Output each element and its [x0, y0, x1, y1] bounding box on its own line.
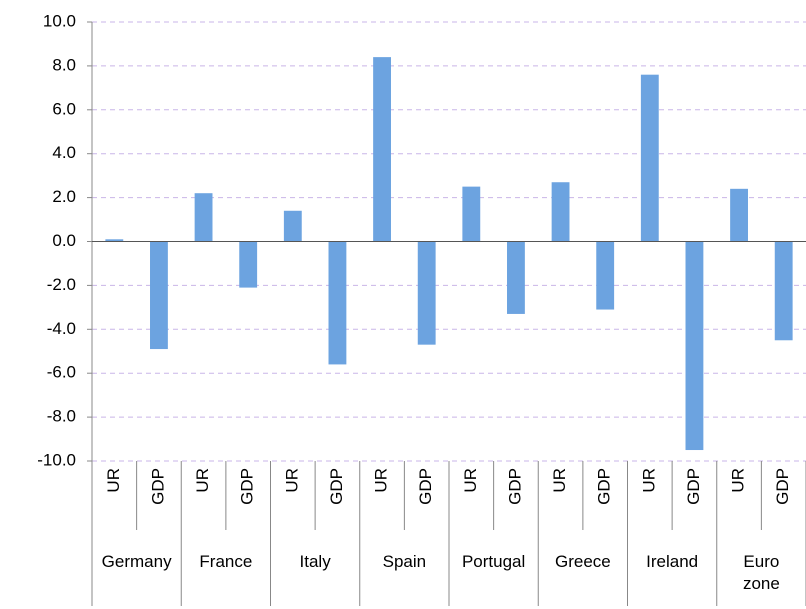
x-tick-label: GDP — [238, 468, 257, 505]
x-tick-label: UR — [282, 468, 301, 493]
x-tick-label: GDP — [773, 468, 792, 505]
x-tick-label: UR — [461, 468, 480, 493]
x-tick-label: GDP — [148, 468, 167, 505]
bar — [730, 188, 748, 242]
bar — [283, 210, 302, 242]
bar — [239, 241, 258, 288]
y-tick-label: 2.0 — [52, 187, 76, 206]
bar — [417, 241, 436, 345]
bar — [551, 182, 570, 242]
y-tick-label: 6.0 — [52, 99, 76, 118]
y-tick-label: 10.0 — [43, 11, 76, 30]
y-tick-label: 0.0 — [52, 231, 76, 250]
x-tick-label: UR — [729, 468, 748, 493]
y-tick-label: 4.0 — [52, 143, 76, 162]
group-label: Spain — [382, 552, 427, 571]
x-tick-label: UR — [639, 468, 658, 493]
x-tick-label: UR — [104, 468, 123, 493]
bar — [328, 241, 347, 365]
group-label: Portugal — [461, 552, 526, 571]
y-tick-label: 8.0 — [52, 55, 76, 74]
x-tick-label: UR — [372, 468, 391, 493]
x-tick-label: GDP — [327, 468, 346, 505]
bar — [150, 241, 168, 350]
bar — [105, 239, 124, 242]
bar — [685, 241, 704, 451]
bar — [596, 241, 615, 310]
x-tick-label: UR — [193, 468, 212, 493]
group-label: Euro zone — [742, 552, 780, 593]
group-label: Italy — [299, 552, 331, 571]
x-tick-label: UR — [550, 468, 569, 493]
group-label: France — [199, 552, 253, 571]
bar — [373, 57, 391, 242]
bar — [462, 186, 481, 242]
y-tick-label: -2.0 — [47, 275, 76, 294]
x-tick-label: GDP — [595, 468, 614, 505]
group-label: Germany — [101, 552, 172, 571]
bar — [640, 74, 659, 242]
group-label: Greece — [555, 552, 611, 571]
group-label: Ireland — [646, 552, 699, 571]
bar — [194, 193, 213, 242]
y-tick-label: -6.0 — [47, 363, 76, 382]
y-tick-label: -8.0 — [47, 407, 76, 426]
bar — [507, 241, 525, 314]
x-tick-label: GDP — [416, 468, 435, 505]
x-tick-label: GDP — [505, 468, 524, 505]
x-tick-label: GDP — [684, 468, 703, 505]
bar — [774, 241, 793, 341]
y-tick-label: -4.0 — [47, 319, 76, 338]
y-tick-label: -10.0 — [37, 450, 76, 469]
